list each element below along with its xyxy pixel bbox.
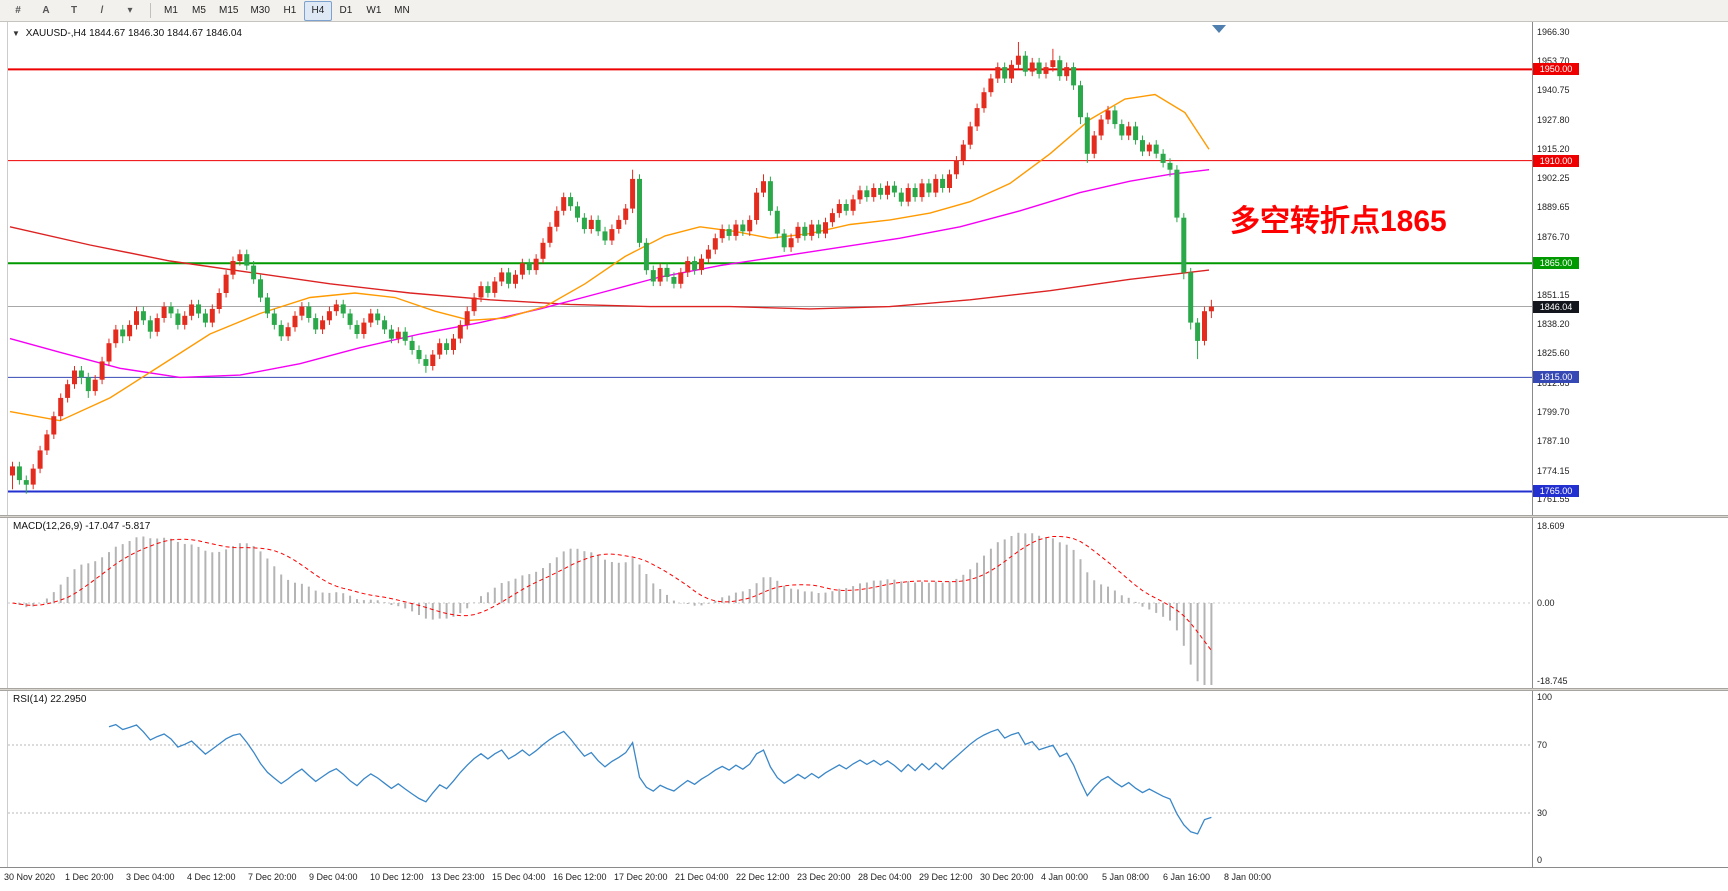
time-axis-label: 4 Jan 00:00 [1041,872,1089,882]
price-badge-1865.00: 1865.00 [1533,257,1579,270]
tf-button-m5[interactable]: M5 [192,5,206,16]
price-badge-1765.00: 1765.00 [1533,485,1579,498]
price-axis-label: 1774.15 [1537,465,1570,476]
tf-button-h1[interactable]: H1 [283,5,297,16]
draw-tools-caret-icon[interactable]: ▾ [127,5,133,16]
chart-title: ▼ XAUUSD-,H4 1844.67 1846.30 1844.67 184… [12,28,242,39]
price-axis-separator [1532,22,1533,867]
price-axis-label: 1915.20 [1537,143,1570,154]
price-badge-1950.00: 1950.00 [1533,63,1579,76]
horizontal-price-lines [8,68,1532,493]
time-axis-label: 16 Dec 12:00 [553,872,607,882]
tf-button-d1[interactable]: D1 [339,5,353,16]
macd-axis-label: 18.609 [1537,520,1565,531]
text-box-icon[interactable]: T [70,5,78,16]
ma-magenta-line [9,169,1210,379]
time-axis-label: 21 Dec 04:00 [675,872,729,882]
time-axis-label: 17 Dec 20:00 [614,872,668,882]
rsi-axis-label: 100 [1537,692,1553,702]
time-axis-label: 5 Jan 08:00 [1102,872,1150,882]
tf-button-m1[interactable]: M1 [164,5,178,16]
price-axis-label: 1787.10 [1537,436,1570,447]
price-axis-label: 1838.20 [1537,319,1570,330]
annotation-text: 多空转折点1865 [1230,205,1447,238]
macd-axis-label: 0.00 [1537,598,1555,608]
price-badge-1815.00: 1815.00 [1533,371,1579,384]
macd-signal-line [12,536,1212,651]
time-axis-label: 30 Nov 2020 [4,872,56,882]
price-axis-label: 1902.25 [1537,173,1570,184]
ma-red-line [9,226,1210,310]
time-axis-label: 3 Dec 04:00 [126,872,175,882]
time-axis-label: 7 Dec 20:00 [248,872,297,882]
time-axis-label: 8 Jan 00:00 [1224,872,1272,882]
time-axis-label: 15 Dec 04:00 [492,872,546,882]
rsi-label: RSI(14) 22.2950 [13,694,87,705]
moving-average-lines [9,93,1210,422]
rsi-panel-splitter[interactable] [0,688,1728,691]
time-axis-label: 13 Dec 23:00 [431,872,485,882]
price-axis-label: 1876.70 [1537,231,1570,242]
price-axis-label: 1953.70 [1537,55,1570,66]
price-axis-label: 1889.65 [1537,202,1570,213]
time-axis-label: 4 Dec 12:00 [187,872,236,882]
price-axis-label: 1966.30 [1537,27,1570,38]
rsi-axis-label: 0 [1537,855,1543,865]
text-label-icon[interactable]: A [42,5,50,16]
toolbar: # A T / ▾ M1 M5 M15 M30 H1 H4 D1 W1 MN [0,0,1728,22]
time-axis-label: 10 Dec 12:00 [370,872,424,882]
macd-histogram [18,532,1213,685]
price-axis-label: 1761.55 [1537,494,1570,505]
ma-orange-line [9,93,1210,422]
price-axis-label: 1940.75 [1537,85,1570,96]
macd-panel-splitter[interactable] [0,515,1728,518]
tf-button-mn[interactable]: MN [394,5,410,16]
time-axis-label: 22 Dec 12:00 [736,872,790,882]
time-axis-label: 6 Jan 16:00 [1163,872,1211,882]
toolbar-separator [150,3,151,18]
tf-button-m30[interactable]: M30 [250,5,270,16]
time-axis-label: 28 Dec 04:00 [858,872,912,882]
time-axis-label: 29 Dec 12:00 [919,872,973,882]
macd-axis-label: -18.745 [1537,675,1568,686]
rsi-axis-label: 70 [1537,740,1548,750]
price-axis-label: 1799.70 [1537,407,1570,418]
time-axis-label: 23 Dec 20:00 [797,872,851,882]
chart-shift-marker-icon [1212,25,1226,33]
price-axis-label: 1825.60 [1537,348,1570,359]
tf-button-m15[interactable]: M15 [219,5,239,16]
ohlc-values: 1844.67 1846.30 1844.67 1846.04 [89,28,242,39]
price-axis-label: 1927.80 [1537,115,1570,125]
bid-price-badge: 1846.04 [1533,300,1579,313]
macd-label: MACD(12,26,9) -17.047 -5.817 [13,521,151,532]
symbol-period-label: XAUUSD-,H4 [25,28,87,39]
rsi-axis-label: 30 [1537,808,1548,818]
chart-menu-icon[interactable]: ▼ [12,29,20,38]
cursor-grid-icon[interactable]: # [15,5,21,16]
time-axis-label: 9 Dec 04:00 [309,872,358,882]
time-axis-label: 30 Dec 20:00 [980,872,1034,882]
draw-line-icon[interactable]: / [100,5,104,16]
time-axis[interactable] [0,867,1728,891]
candlestick-series [10,42,1214,494]
rsi-line [108,723,1212,835]
price-badge-1910.00: 1910.00 [1533,154,1579,167]
tf-button-h4[interactable]: H4 [303,0,332,21]
price-axis-label: 1851.15 [1537,289,1570,300]
time-axis-label: 1 Dec 20:00 [65,872,114,882]
tf-button-w1[interactable]: W1 [366,5,382,16]
